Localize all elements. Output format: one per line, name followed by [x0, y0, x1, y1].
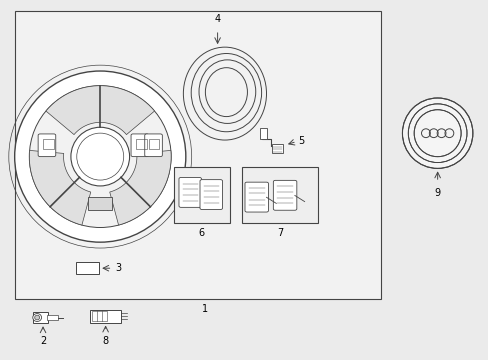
FancyBboxPatch shape	[144, 134, 162, 157]
Bar	[15, 11, 381, 299]
FancyBboxPatch shape	[131, 134, 148, 157]
Polygon shape	[29, 150, 91, 225]
Bar	[92, 311, 107, 321]
Ellipse shape	[71, 127, 129, 186]
Ellipse shape	[33, 314, 41, 321]
Text: 4: 4	[214, 14, 220, 24]
FancyBboxPatch shape	[273, 180, 296, 210]
Polygon shape	[46, 86, 154, 135]
Bar	[43, 139, 54, 149]
Bar	[90, 310, 121, 323]
FancyBboxPatch shape	[38, 134, 56, 157]
Text: 7: 7	[276, 228, 283, 238]
Bar	[88, 197, 112, 210]
Bar	[272, 144, 283, 153]
Ellipse shape	[15, 71, 185, 242]
Bar	[148, 139, 159, 149]
Bar	[242, 167, 317, 223]
Ellipse shape	[29, 86, 171, 228]
Bar	[259, 128, 267, 139]
FancyBboxPatch shape	[76, 262, 99, 274]
Bar	[47, 315, 58, 320]
FancyBboxPatch shape	[244, 182, 268, 212]
Bar	[136, 139, 146, 149]
Text: 3: 3	[115, 263, 121, 273]
Text: 5: 5	[298, 136, 304, 146]
Ellipse shape	[402, 98, 472, 168]
FancyBboxPatch shape	[179, 177, 201, 207]
Bar	[173, 167, 229, 223]
Text: 1: 1	[202, 304, 208, 314]
Text: 8: 8	[102, 336, 108, 346]
Bar	[33, 312, 48, 323]
Polygon shape	[109, 150, 171, 225]
FancyBboxPatch shape	[200, 180, 222, 210]
Text: 2: 2	[40, 336, 46, 346]
Text: 9: 9	[434, 188, 440, 198]
Text: 6: 6	[198, 228, 204, 238]
Ellipse shape	[35, 315, 40, 320]
